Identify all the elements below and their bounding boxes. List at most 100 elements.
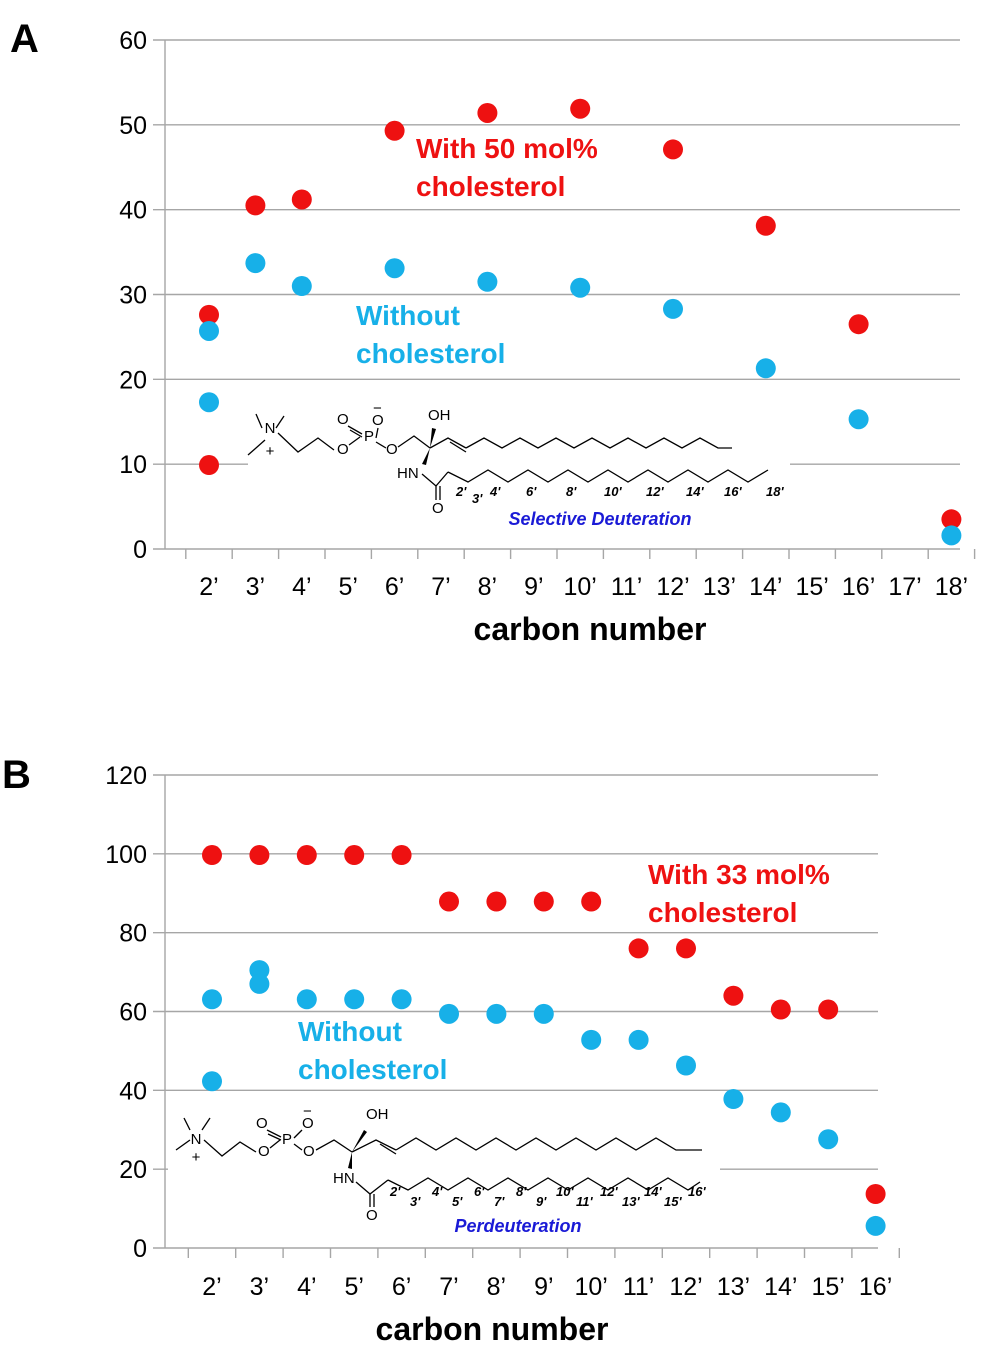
x-tick-label: 16’	[859, 1273, 892, 1301]
point-with-cholesterol	[848, 314, 869, 335]
structure-p-oxo: O	[337, 411, 349, 428]
structure-o2: O	[386, 441, 398, 458]
y-tick-label: 10	[119, 451, 147, 479]
x-tick-label: 13’	[703, 573, 736, 601]
structure-background	[248, 400, 790, 540]
x-tick-label: 15’	[812, 1273, 845, 1301]
y-tick-label: 40	[119, 1077, 147, 1105]
point-without-cholesterol	[202, 1071, 222, 1092]
panel-b-annotations: With 33 mol% cholesterol Without cholest…	[298, 859, 830, 1085]
structure-carbon-label: 16'	[724, 484, 742, 499]
structure-carbon-label: 12'	[600, 1184, 618, 1199]
structure-background	[168, 1098, 720, 1241]
panel-b-points	[202, 845, 886, 1236]
structure-carbon-label: 18'	[766, 484, 784, 499]
point-without-cholesterol	[199, 320, 219, 341]
point-without-cholesterol	[848, 409, 869, 430]
x-tick-label: 16’	[842, 573, 875, 601]
point-without-cholesterol	[296, 989, 317, 1010]
x-tick-label: 9’	[534, 1273, 553, 1301]
point-with-cholesterol	[384, 120, 405, 141]
x-tick-label: 8’	[478, 573, 497, 601]
structure-ester-o: O	[258, 1143, 270, 1160]
point-without-cholesterol	[344, 989, 365, 1010]
structure-n-atom: N	[191, 1131, 202, 1148]
point-with-cholesterol	[296, 845, 317, 866]
panel-b-label: B	[2, 753, 31, 797]
point-without-cholesterol	[723, 1089, 744, 1110]
structure-carbon-label: 9'	[536, 1194, 547, 1209]
point-with-cholesterol	[628, 938, 649, 959]
x-tick-label: 2’	[199, 573, 218, 601]
structure-carbon-label: 16'	[688, 1184, 706, 1199]
point-with-cholesterol	[581, 891, 602, 912]
point-without-cholesterol	[676, 1055, 696, 1076]
series-label-with-cholesterol-line2: cholesterol	[648, 897, 797, 928]
structure-carbon-labels: 2' 3' 4' 6' 8' 10' 12' 14' 16' 18'	[455, 484, 784, 506]
x-tick-label: 6’	[392, 1273, 411, 1301]
y-tick-label: 50	[119, 112, 147, 140]
x-tick-label: 4’	[292, 573, 311, 601]
point-with-cholesterol	[477, 102, 498, 123]
point-with-cholesterol	[770, 999, 791, 1020]
x-tick-label: 3’	[246, 573, 265, 601]
panel-a-annotations: With 50 mol% cholesterol Without cholest…	[356, 133, 598, 369]
y-tick-label: 80	[119, 920, 147, 948]
point-without-cholesterol	[581, 1029, 602, 1050]
x-tick-label: 7’	[439, 1273, 458, 1301]
y-tick-label: 20	[119, 366, 147, 394]
structure-carbon-label: 7'	[494, 1194, 505, 1209]
point-with-cholesterol	[941, 509, 962, 530]
point-with-cholesterol	[865, 1183, 886, 1204]
structure-carbon-label: 8'	[516, 1184, 527, 1199]
point-without-cholesterol	[249, 960, 270, 981]
point-with-cholesterol	[202, 845, 222, 866]
x-tick-label: 17’	[888, 573, 921, 601]
structure-carbon-label: 14'	[644, 1184, 662, 1199]
panel-a-structure: N + O P O O − O OH HN	[247, 400, 790, 540]
x-tick-label: 11’	[611, 573, 643, 601]
point-with-cholesterol	[533, 891, 554, 912]
panel-b-structure: N + O P O O − O OH HN	[168, 1098, 720, 1241]
point-with-cholesterol	[391, 845, 412, 866]
point-without-cholesterol	[199, 392, 219, 413]
x-tick-label: 2’	[202, 1273, 221, 1301]
series-label-without-cholesterol-line2: cholesterol	[356, 338, 505, 369]
point-with-cholesterol	[344, 845, 365, 866]
structure-p-atom: P	[364, 428, 374, 445]
point-with-cholesterol	[818, 999, 839, 1020]
y-tick-label: 0	[133, 536, 147, 564]
x-tick-label: 10’	[575, 1273, 608, 1301]
panel-b-x-axis-label: carbon number	[376, 1311, 609, 1347]
x-tick-label: 11’	[623, 1273, 655, 1301]
point-without-cholesterol	[245, 253, 266, 274]
structure-carbon-label: 15'	[664, 1194, 682, 1209]
y-tick-label: 60	[119, 27, 147, 55]
structure-p-oxo: O	[256, 1115, 268, 1132]
y-tick-label: 40	[119, 197, 147, 225]
y-tick-label: 20	[119, 1156, 147, 1184]
point-without-cholesterol	[486, 1003, 507, 1024]
point-without-cholesterol	[628, 1029, 649, 1050]
structure-carbon-label: 11'	[576, 1194, 593, 1209]
point-with-cholesterol	[486, 891, 507, 912]
point-with-cholesterol	[439, 891, 459, 912]
panel-a-y-ticks: 0 10 20 30 40 50 60	[119, 27, 147, 564]
structure-carbon-labels: 2' 3' 4' 5' 6' 7' 8' 9' 10'11' 12' 13' 14'15' 16'	[389, 1184, 706, 1209]
structure-nh: HN	[397, 465, 419, 482]
x-tick-label: 3’	[250, 1273, 269, 1301]
point-without-cholesterol	[533, 1003, 554, 1024]
point-without-cholesterol	[391, 989, 412, 1010]
panel-a: A 0 10 20 30 40 50 60 2’ 3’ 4’ 5’ 6’ 7’ 8’ 9’ 10’ 11’ 12…	[10, 17, 976, 647]
structure-n-charge: +	[266, 443, 275, 460]
panel-b-y-ticks: 0 20 40 60 80 100 120	[105, 762, 147, 1263]
point-without-cholesterol	[439, 1003, 459, 1024]
y-tick-label: 100	[105, 841, 147, 869]
point-without-cholesterol	[818, 1129, 839, 1150]
structure-p-atom: P	[282, 1131, 292, 1148]
x-tick-label: 5’	[338, 573, 357, 601]
structure-carbon-label: 3'	[410, 1194, 421, 1209]
x-tick-label: 12’	[656, 573, 689, 601]
point-without-cholesterol	[249, 973, 270, 994]
structure-carbon-label: 6'	[526, 484, 537, 499]
